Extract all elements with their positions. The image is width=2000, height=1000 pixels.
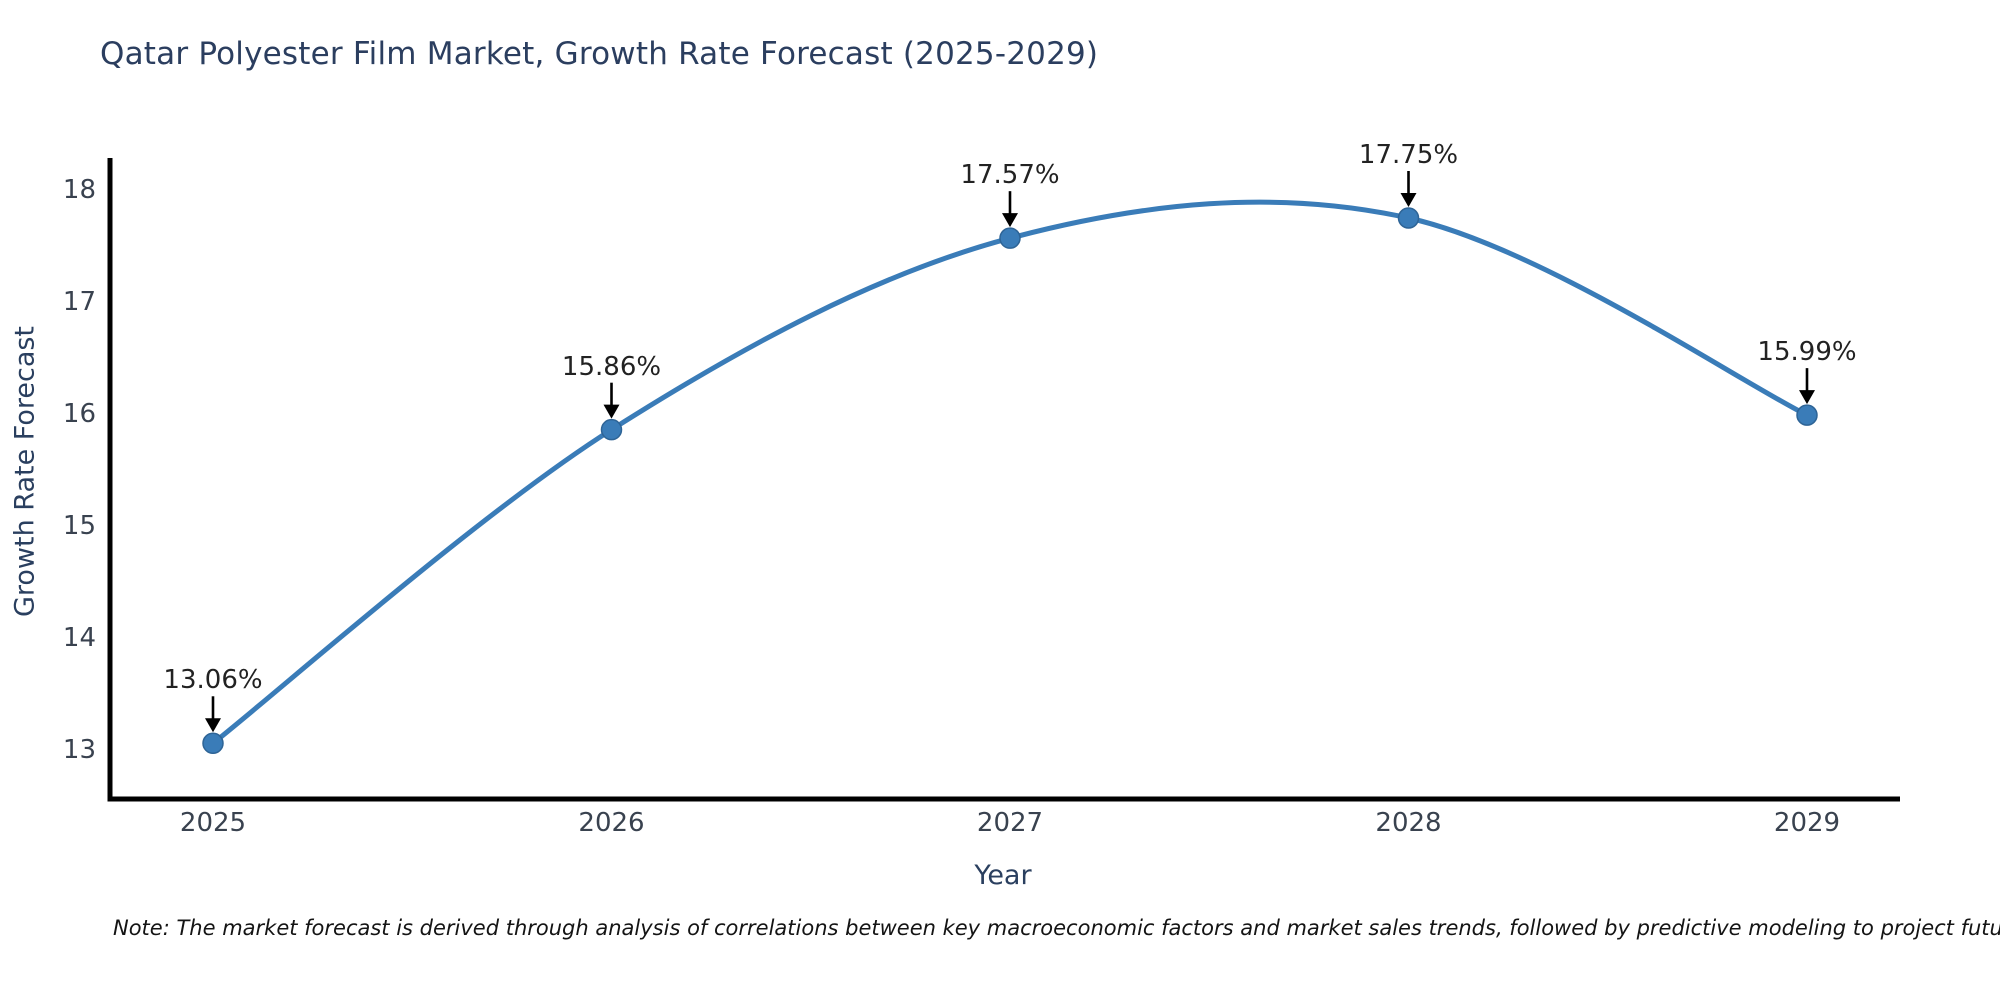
x-tick-label: 2026 [578, 808, 645, 838]
annotation-arrow-head [603, 404, 620, 419]
point-annotation: 15.99% [1757, 337, 1857, 368]
x-tick-label: 2025 [179, 808, 247, 838]
data-point-marker [600, 418, 623, 441]
point-annotation: 17.75% [1358, 140, 1459, 170]
y-tick-label: 13 [62, 735, 96, 765]
data-point-marker [1397, 207, 1420, 229]
y-tick-label: 14 [62, 623, 96, 653]
forecast-line [210, 199, 1810, 746]
annotation-arrow-head [1400, 193, 1417, 207]
point-annotation: 17.57% [960, 160, 1060, 191]
footnote: Note: The market forecast is derived thr… [113, 916, 2000, 940]
data-point-marker [202, 732, 224, 755]
x-tick-label: 2027 [976, 808, 1044, 838]
x-axis-title: Year [974, 860, 1032, 891]
data-point-marker [999, 227, 1021, 249]
y-tick-label: 17 [62, 287, 96, 317]
y-tick-label: 15 [62, 511, 96, 541]
x-tick-label: 2029 [1773, 808, 1841, 838]
annotation-arrow-head [205, 718, 221, 733]
y-tick-label: 16 [62, 399, 96, 429]
point-annotation: 15.86% [561, 351, 662, 382]
annotation-arrow-head [1002, 213, 1018, 228]
point-annotation: 13.06% [163, 665, 263, 696]
x-tick-label: 2028 [1375, 808, 1442, 838]
annotation-arrow-head [1799, 390, 1815, 405]
chart-title: Qatar Polyester Film Market, Growth Rate… [100, 36, 1099, 72]
y-tick-label: 18 [62, 175, 96, 205]
data-point-marker [1796, 404, 1818, 426]
